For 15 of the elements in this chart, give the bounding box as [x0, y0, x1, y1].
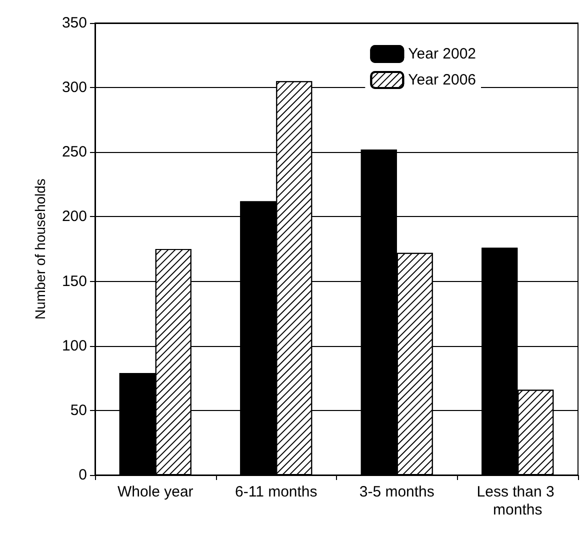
y-tick-label: 50 [70, 402, 87, 419]
y-axis-title: Number of households [32, 178, 48, 320]
legend-label: Year 2006 [408, 72, 476, 88]
y-tick-label: 200 [62, 208, 87, 226]
legend-label: Year 2002 [408, 46, 476, 62]
y-tick-label: 0 [78, 466, 87, 484]
y-tick-label: 300 [62, 79, 87, 96]
x-tick-label: Less than 3 months [476, 484, 558, 518]
y-tick-label: 250 [62, 144, 87, 161]
x-tick-label: 6-11 months [234, 484, 318, 500]
x-tick-label: Whole year [117, 484, 194, 500]
x-tick-label: 3-5 months [359, 484, 434, 500]
y-tick-label: 150 [62, 272, 87, 290]
y-tick-label: 350 [62, 14, 87, 32]
y-tick-label: 100 [62, 337, 87, 354]
